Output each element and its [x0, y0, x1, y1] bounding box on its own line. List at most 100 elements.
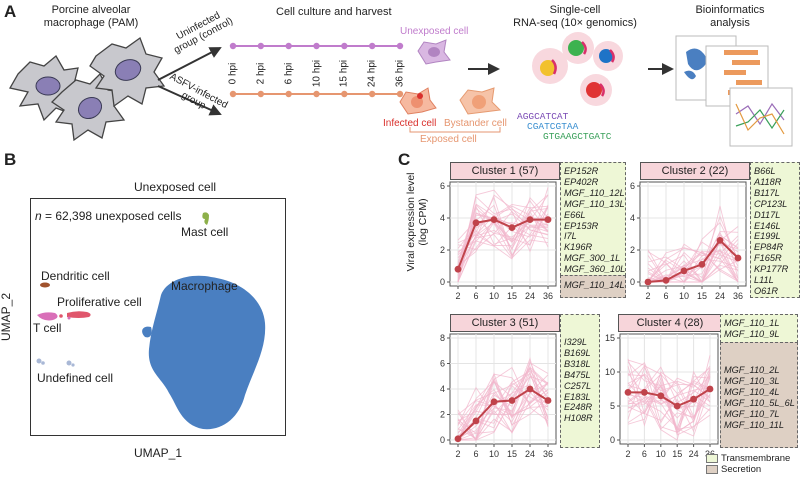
cell-count-text: = 62,398 unexposed cells	[41, 209, 182, 223]
x-tick-label: 15	[507, 291, 517, 301]
cluster-1-transmembrane-box: EP152R EP402R MGF_110_12L MGF_110_13L E66L EP…	[560, 162, 626, 285]
y-tick-label: 15	[605, 333, 615, 343]
cell-count-n: n	[35, 209, 42, 223]
bioinformatics-illustration	[675, 35, 793, 147]
gene-label: I7L	[564, 231, 577, 242]
gene-label: EP402R	[564, 176, 599, 187]
gene-label: EP84R	[754, 242, 784, 253]
arrow-to-bio	[648, 63, 674, 75]
gene-label: MGF_300_1L	[564, 253, 621, 264]
timeline-dot-asfv	[396, 90, 404, 98]
timeline-dot-uninfected	[229, 42, 237, 50]
mean-point	[624, 389, 632, 396]
timeline-dot-asfv	[257, 90, 265, 98]
seq-read-2: CGATCGTAA	[527, 121, 579, 132]
cluster-4-secretion-genes: MGF_110_2L MGF_110_3L MGF_110_4L MGF_110_5L…	[721, 343, 797, 430]
gene-profile-line	[627, 358, 711, 433]
y-tick-label: 8	[440, 333, 445, 343]
gene-label: EP153R	[564, 220, 599, 231]
cluster-4-transmembrane-genes: MGF_110_1L MGF_110_9L	[721, 315, 797, 340]
proliferative-cluster	[67, 311, 91, 318]
gene-label: C257L	[564, 380, 592, 391]
gene-profile-line	[457, 376, 549, 441]
panel-label-a: A	[4, 2, 17, 21]
arrow-to-seq	[468, 63, 500, 75]
cluster-2-transmembrane-box: B66L A118R B117L CP123L D117L E146L E199L EP84R…	[750, 162, 800, 298]
gene-profile-line	[627, 361, 711, 388]
gene-profile-line	[457, 366, 549, 440]
gene-profile-line	[457, 196, 549, 251]
gene-profile-line	[457, 194, 549, 281]
x-tick-label: 15	[507, 449, 517, 459]
seq-read-3: GTGAAGCTGATC	[543, 131, 612, 142]
y-tick-label: 0	[610, 435, 615, 445]
mean-point	[472, 417, 480, 425]
x-tick-label: 10	[656, 449, 666, 459]
umap-plot: n = 62,398 unexposed cells Mast cell Den…	[30, 198, 286, 436]
gene-label: B169L	[564, 347, 591, 358]
tcell-label: T cell	[33, 321, 62, 335]
timepoint-label: 6 hpi	[283, 62, 295, 85]
x-tick-label: 15	[697, 291, 707, 301]
mast-cell-label: Mast cell	[181, 225, 229, 239]
y-tick-label: 2	[440, 410, 445, 420]
gene-profile-line	[627, 386, 711, 437]
timepoint-label: 2 hpi	[255, 62, 267, 85]
undefined-cluster	[36, 358, 42, 364]
gene-label: B318L	[564, 358, 591, 369]
gene-label: F165R	[754, 253, 782, 264]
y-tick-label: 4	[440, 213, 445, 223]
mean-point	[734, 254, 742, 262]
cluster-3-title: Cluster 3 (51)	[450, 314, 560, 332]
x-tick-label: 24	[525, 291, 535, 301]
mean-point	[454, 265, 462, 273]
cluster-1-title: Cluster 1 (57)	[450, 162, 560, 180]
gene-label: MGF_110_12L	[564, 187, 625, 198]
gene-profile-line	[627, 387, 711, 429]
dendritic-cell-label: Dendritic cell	[41, 269, 110, 283]
gene-label: MGF_110_1L	[724, 318, 780, 328]
x-tick-label: 2	[455, 449, 460, 459]
x-tick-label: 2	[455, 291, 460, 301]
timelines	[229, 42, 404, 98]
gene-label: O61R	[754, 285, 779, 296]
umap-title: Unexposed cell	[134, 180, 217, 194]
seq-title: Single-cell RNA-seq (10× genomics)	[513, 4, 637, 29]
panel-label-c: C	[398, 150, 411, 169]
y-tick-label: 0	[440, 435, 445, 445]
mean-point	[716, 237, 724, 244]
legend-transmembrane: Transmembrane	[706, 453, 798, 464]
cluster-2-transmembrane-genes: B66L A118R B117L CP123L D117L E146L E199L EP84R…	[751, 163, 799, 297]
gene-label: KP177R	[754, 264, 789, 275]
pam-title: Porcine alveolar macrophage (PAM)	[43, 4, 139, 29]
cell-count: n = 62,398 unexposed cells	[35, 209, 181, 223]
mast-cluster	[202, 212, 209, 225]
timepoint-label: 15 hpi	[338, 59, 350, 88]
gene-label: MGF_110_3L	[724, 375, 780, 386]
x-tick-label: 6	[473, 449, 478, 459]
gene-profile-line	[457, 204, 549, 266]
gene-profile-line	[457, 194, 549, 283]
macrophage-cluster	[148, 275, 266, 430]
timepoint-label: 24 hpi	[366, 59, 378, 88]
x-tick-label: 6	[663, 291, 668, 301]
gene-profile-line	[627, 376, 711, 431]
y-tick-label: 6	[630, 181, 635, 191]
x-tick-label: 6	[642, 449, 647, 459]
x-tick-label: 24	[689, 449, 699, 459]
gene-label: MGF_110_5L_6L	[724, 397, 795, 408]
y-tick-label: 2	[630, 245, 635, 255]
infected-cell-label: Infected cell	[383, 118, 437, 129]
x-tick-label: 10	[489, 449, 499, 459]
timeline-dot-asfv	[341, 90, 348, 98]
gene-profile-line	[647, 249, 739, 283]
mean-point	[706, 385, 714, 393]
y-tick-label: 0	[630, 277, 635, 287]
gene-label: MGF_360_10L	[564, 264, 626, 275]
gene-label: D117L	[754, 209, 781, 220]
macrophage-illustration	[8, 36, 166, 142]
x-tick-label: 24	[525, 449, 535, 459]
mean-point	[544, 216, 552, 223]
timeline-dot-uninfected	[341, 42, 348, 50]
